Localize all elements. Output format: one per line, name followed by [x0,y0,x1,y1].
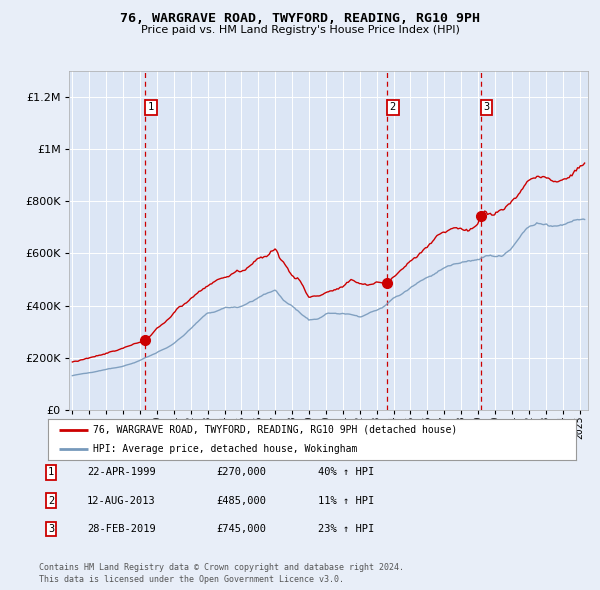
Text: 3: 3 [48,524,54,534]
Text: 2: 2 [389,102,396,112]
Text: £485,000: £485,000 [216,496,266,506]
Text: This data is licensed under the Open Government Licence v3.0.: This data is licensed under the Open Gov… [39,575,344,584]
Text: 76, WARGRAVE ROAD, TWYFORD, READING, RG10 9PH: 76, WARGRAVE ROAD, TWYFORD, READING, RG1… [120,12,480,25]
Text: 3: 3 [484,102,490,112]
Text: £270,000: £270,000 [216,467,266,477]
Text: 11% ↑ HPI: 11% ↑ HPI [318,496,374,506]
Text: 1: 1 [48,467,54,477]
Text: 76, WARGRAVE ROAD, TWYFORD, READING, RG10 9PH (detached house): 76, WARGRAVE ROAD, TWYFORD, READING, RG1… [93,425,457,435]
Text: 23% ↑ HPI: 23% ↑ HPI [318,524,374,534]
Text: 22-APR-1999: 22-APR-1999 [87,467,156,477]
Text: 28-FEB-2019: 28-FEB-2019 [87,524,156,534]
Text: Price paid vs. HM Land Registry's House Price Index (HPI): Price paid vs. HM Land Registry's House … [140,25,460,35]
Text: Contains HM Land Registry data © Crown copyright and database right 2024.: Contains HM Land Registry data © Crown c… [39,563,404,572]
Text: HPI: Average price, detached house, Wokingham: HPI: Average price, detached house, Woki… [93,444,357,454]
Text: £745,000: £745,000 [216,524,266,534]
Text: 12-AUG-2013: 12-AUG-2013 [87,496,156,506]
Text: 1: 1 [148,102,154,112]
Text: 40% ↑ HPI: 40% ↑ HPI [318,467,374,477]
Text: 2: 2 [48,496,54,506]
